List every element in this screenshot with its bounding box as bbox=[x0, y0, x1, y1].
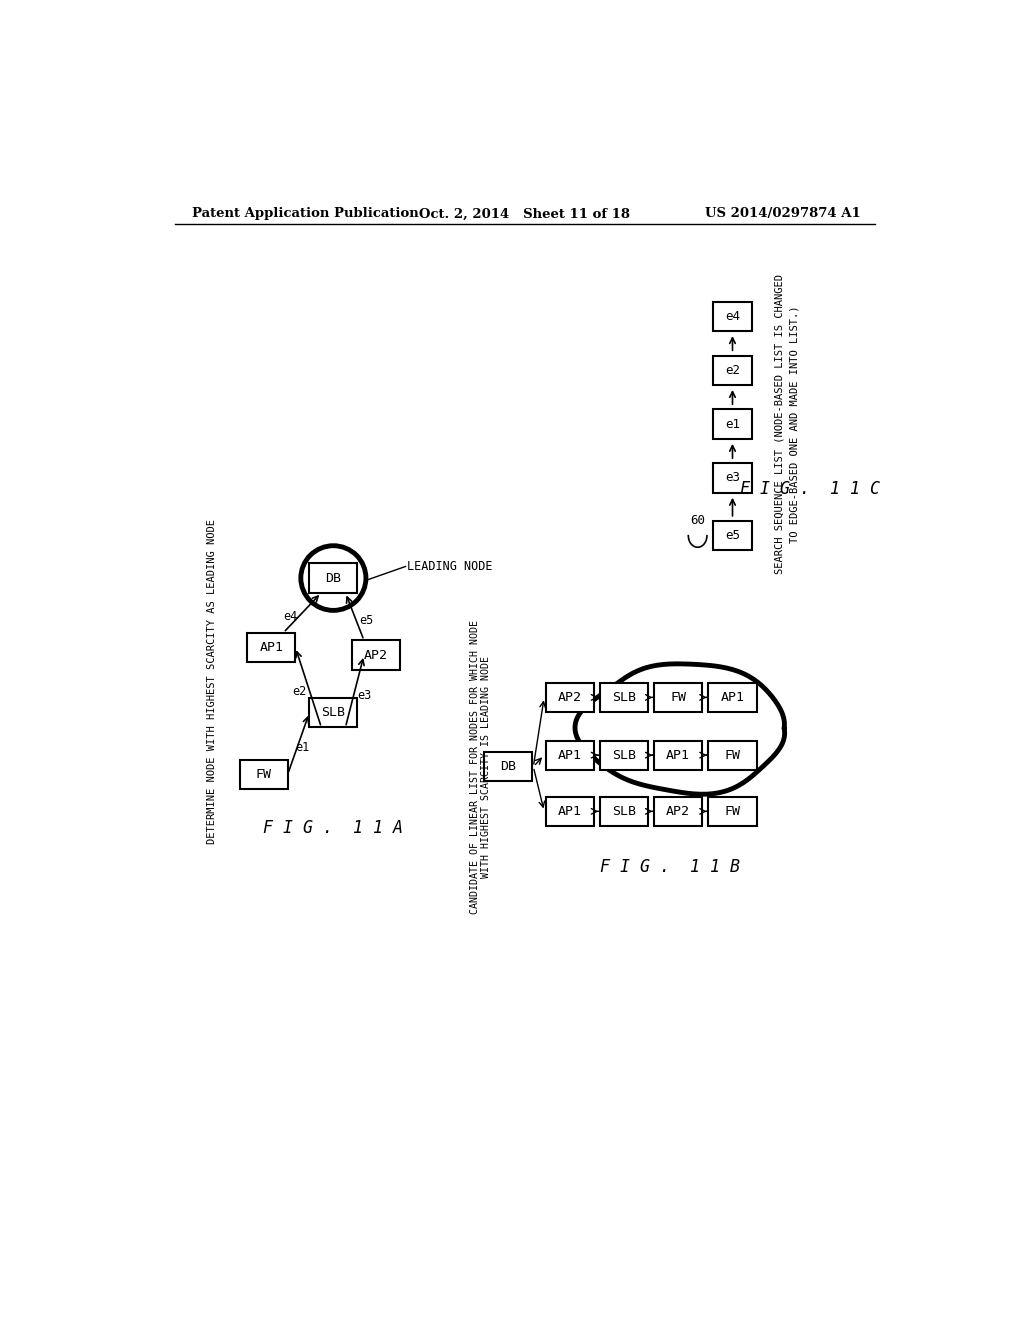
FancyBboxPatch shape bbox=[654, 797, 702, 826]
Text: AP1: AP1 bbox=[667, 748, 690, 762]
FancyBboxPatch shape bbox=[309, 564, 357, 593]
Text: SLB: SLB bbox=[612, 748, 636, 762]
Text: FW: FW bbox=[671, 690, 686, 704]
Text: e1: e1 bbox=[725, 417, 740, 430]
Text: F I G .  1 1 B: F I G . 1 1 B bbox=[600, 858, 740, 875]
Text: DETERMINE NODE WITH HIGHEST SCARCITY AS LEADING NODE: DETERMINE NODE WITH HIGHEST SCARCITY AS … bbox=[207, 520, 217, 845]
Text: SEARCH SEQUENCE LIST (NODE-BASED LIST IS CHANGED: SEARCH SEQUENCE LIST (NODE-BASED LIST IS… bbox=[774, 275, 784, 574]
FancyBboxPatch shape bbox=[713, 409, 752, 438]
FancyBboxPatch shape bbox=[546, 797, 594, 826]
FancyBboxPatch shape bbox=[483, 752, 531, 781]
FancyBboxPatch shape bbox=[654, 741, 702, 770]
Text: FW: FW bbox=[256, 768, 271, 781]
Text: Oct. 2, 2014   Sheet 11 of 18: Oct. 2, 2014 Sheet 11 of 18 bbox=[419, 207, 631, 220]
Text: e5: e5 bbox=[725, 529, 740, 543]
Text: US 2014/0297874 A1: US 2014/0297874 A1 bbox=[705, 207, 860, 220]
FancyBboxPatch shape bbox=[309, 698, 357, 727]
Text: e3: e3 bbox=[725, 471, 740, 484]
Text: FW: FW bbox=[725, 805, 740, 818]
Text: AP1: AP1 bbox=[721, 690, 744, 704]
Text: CANDIDATE OF LINEAR LIST FOR NODES FOR WHICH NODE: CANDIDATE OF LINEAR LIST FOR NODES FOR W… bbox=[470, 619, 480, 913]
Text: WITH HIGHEST SCARCITY IS LEADING NODE: WITH HIGHEST SCARCITY IS LEADING NODE bbox=[481, 656, 492, 878]
Text: LEADING NODE: LEADING NODE bbox=[407, 560, 493, 573]
Text: AP1: AP1 bbox=[558, 748, 582, 762]
Text: DB: DB bbox=[326, 572, 341, 585]
Text: e2: e2 bbox=[292, 685, 306, 698]
Text: 60: 60 bbox=[690, 513, 706, 527]
Text: F I G .  1 1 A: F I G . 1 1 A bbox=[263, 820, 403, 837]
Text: F I G .  1 1 C: F I G . 1 1 C bbox=[740, 480, 880, 499]
FancyBboxPatch shape bbox=[600, 797, 648, 826]
FancyBboxPatch shape bbox=[546, 741, 594, 770]
FancyBboxPatch shape bbox=[654, 682, 702, 711]
FancyBboxPatch shape bbox=[352, 640, 400, 669]
FancyBboxPatch shape bbox=[248, 632, 295, 663]
Text: e2: e2 bbox=[725, 363, 740, 376]
Text: AP2: AP2 bbox=[364, 648, 388, 661]
Text: e4: e4 bbox=[725, 310, 740, 323]
Text: DB: DB bbox=[500, 760, 516, 774]
FancyBboxPatch shape bbox=[713, 463, 752, 492]
Text: AP1: AP1 bbox=[259, 640, 284, 653]
Text: e3: e3 bbox=[356, 689, 371, 702]
Text: AP2: AP2 bbox=[558, 690, 582, 704]
Text: TO EDGE-BASED ONE AND MADE INTO LIST.): TO EDGE-BASED ONE AND MADE INTO LIST.) bbox=[790, 305, 800, 543]
FancyBboxPatch shape bbox=[546, 682, 594, 711]
Text: AP1: AP1 bbox=[558, 805, 582, 818]
FancyBboxPatch shape bbox=[713, 355, 752, 385]
Text: AP2: AP2 bbox=[667, 805, 690, 818]
Text: e4: e4 bbox=[284, 610, 298, 623]
Text: Patent Application Publication: Patent Application Publication bbox=[191, 207, 418, 220]
FancyBboxPatch shape bbox=[600, 741, 648, 770]
Text: e1: e1 bbox=[295, 741, 309, 754]
Text: e5: e5 bbox=[359, 614, 374, 627]
Text: FW: FW bbox=[725, 748, 740, 762]
FancyBboxPatch shape bbox=[709, 682, 757, 711]
FancyBboxPatch shape bbox=[709, 797, 757, 826]
FancyBboxPatch shape bbox=[713, 302, 752, 331]
FancyBboxPatch shape bbox=[240, 760, 288, 789]
FancyBboxPatch shape bbox=[600, 682, 648, 711]
FancyBboxPatch shape bbox=[709, 741, 757, 770]
Text: SLB: SLB bbox=[322, 706, 345, 719]
Text: SLB: SLB bbox=[612, 805, 636, 818]
Text: SLB: SLB bbox=[612, 690, 636, 704]
FancyBboxPatch shape bbox=[713, 521, 752, 550]
